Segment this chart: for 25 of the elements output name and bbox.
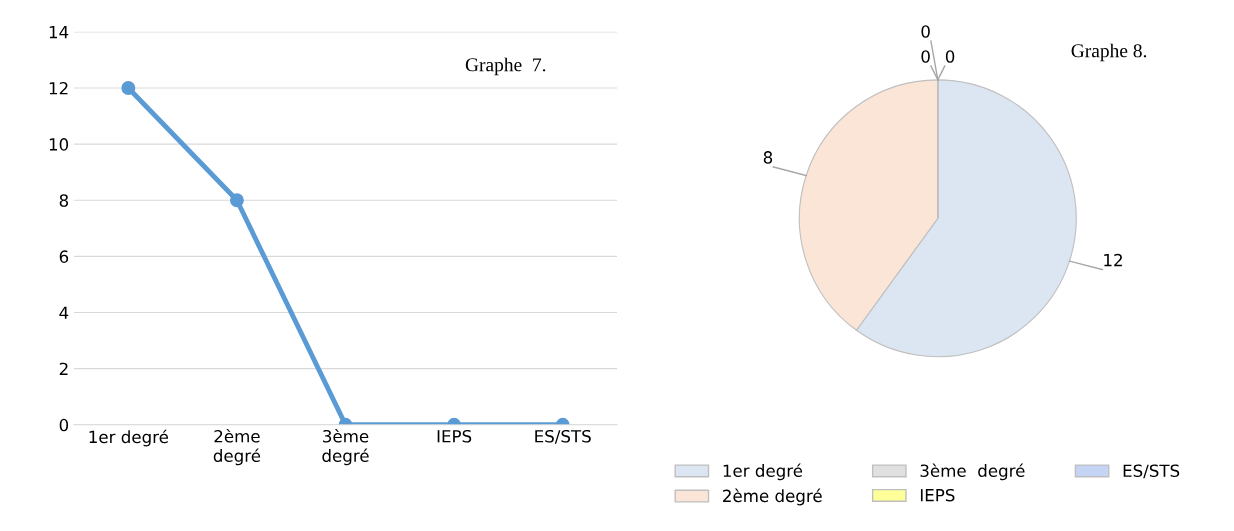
x-tick-label: 3ème degré — [322, 428, 369, 466]
legend-label: 3ème degré — [920, 463, 1025, 481]
y-tick-label: 6 — [59, 250, 69, 263]
x-tick-label: IEPS — [437, 429, 472, 443]
x-tick-label: 1er degré — [89, 429, 169, 447]
text: 0 — [945, 50, 955, 63]
x-tick-label: ES/STS — [535, 429, 591, 444]
y-tick-label: 2 — [59, 362, 68, 375]
text: 0 — [921, 25, 930, 38]
legend-label: IEPS — [920, 488, 955, 502]
y-tick-label: 12 — [49, 81, 68, 95]
y-tick-label: 10 — [49, 138, 69, 151]
annotation: Graphe 7. — [465, 57, 546, 76]
y-tick-label: 8 — [59, 194, 69, 207]
y-tick-label: 14 — [49, 26, 69, 39]
legend-label: 1er degré — [723, 463, 803, 481]
y-tick-label: 4 — [59, 306, 69, 319]
text: Graphe 8. — [1071, 43, 1147, 62]
legend-label: 2ème degré — [723, 488, 822, 506]
text: 0 — [921, 50, 930, 63]
x-tick-label: 2ème degré — [213, 428, 261, 466]
y-tick-label: 0 — [59, 418, 69, 432]
legend-label: ES/STS — [1123, 464, 1180, 479]
data-label: 8 — [763, 151, 773, 164]
data-label: 12 — [1104, 253, 1122, 267]
